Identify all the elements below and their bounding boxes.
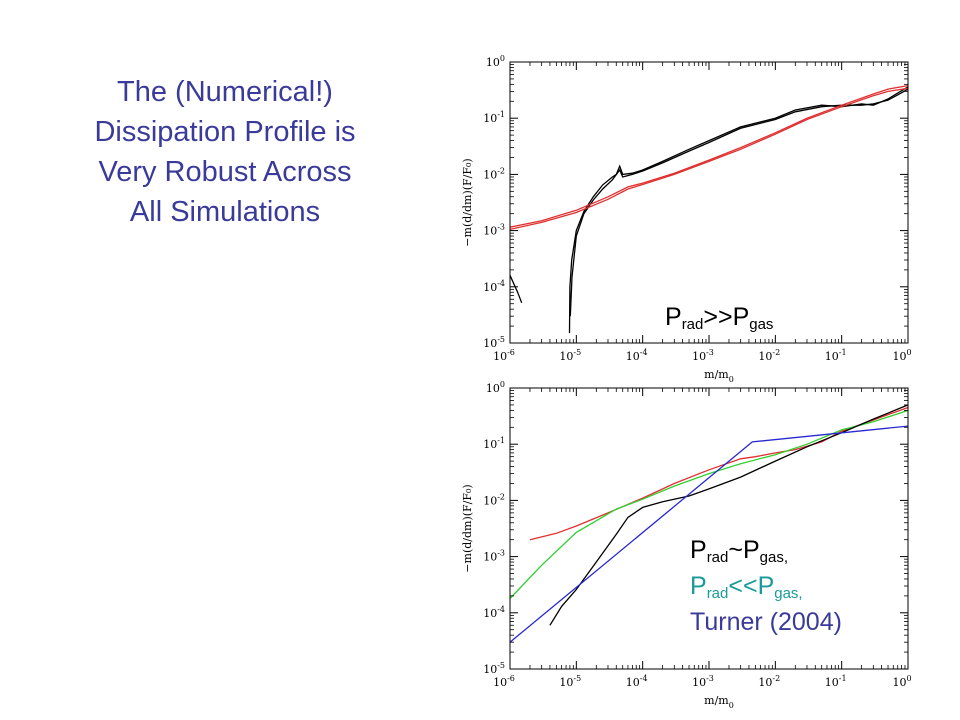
x-tick-label: 10-5 xyxy=(559,348,581,363)
series-line-1 xyxy=(510,274,523,304)
chart-annotation-line: Prad~Pgas, xyxy=(690,536,788,566)
x-tick-label: 10-2 xyxy=(758,348,780,363)
x-tick-label: 10-1 xyxy=(825,348,847,363)
y-tick-label: 10-3 xyxy=(483,549,505,564)
x-tick-label: 10-3 xyxy=(692,674,714,689)
chart-annotation-line: Prad>>Pgas xyxy=(665,303,773,333)
y-tick-label: 10-5 xyxy=(483,335,505,350)
x-tick-label: 10-2 xyxy=(758,674,780,689)
y-axis-label: −m(d/dm)(F/F₀) xyxy=(461,484,474,572)
y-axis-label: −m(d/dm)(F/F₀) xyxy=(461,158,474,246)
chart-panel-2: 10-6 10-5 10-4 10-3 10-2 10-1 10010-510-410-31… xyxy=(461,380,912,710)
y-tick-label: 10-1 xyxy=(483,436,505,451)
series-line-5 xyxy=(510,87,908,231)
y-tick-label: 10-2 xyxy=(483,492,505,507)
x-tick-label: 10-3 xyxy=(692,348,714,363)
y-tick-label: 10-2 xyxy=(483,166,505,181)
series-line-4 xyxy=(510,425,908,643)
series-line-4 xyxy=(510,84,908,228)
y-tick-label: 100 xyxy=(486,380,505,395)
slide-title-line: Dissipation Profile is xyxy=(94,116,356,148)
x-tick-label: 10-6 xyxy=(493,674,515,689)
x-axis-label: m/m0 xyxy=(704,368,734,384)
x-tick-label: 100 xyxy=(892,674,911,689)
x-tick-label: 100 xyxy=(892,348,911,363)
x-tick-label: 10-4 xyxy=(626,674,648,689)
y-tick-label: 10-5 xyxy=(483,661,505,676)
series-line-3 xyxy=(549,404,908,626)
y-tick-label: 10-4 xyxy=(483,279,505,294)
series-line-2 xyxy=(568,86,908,334)
x-tick-label: 10-5 xyxy=(559,674,581,689)
x-tick-label: 10-1 xyxy=(825,674,847,689)
y-tick-label: 10-1 xyxy=(483,110,505,125)
chart-panel-1: 10-6 10-5 10-4 10-3 10-2 10-1 10010-510-410-31… xyxy=(461,54,912,384)
y-tick-label: 10-3 xyxy=(483,223,505,238)
chart-annotation-line: Turner (2004) xyxy=(690,608,842,636)
slide-title-line: All Simulations xyxy=(129,196,321,228)
x-axis-label: m/m0 xyxy=(704,694,734,710)
y-tick-label: 100 xyxy=(486,54,505,69)
series-line-2 xyxy=(510,409,908,599)
series-line-3 xyxy=(569,88,908,317)
chart-annotation-line: Prad<<Pgas, xyxy=(690,572,803,602)
slide-title-line: The (Numerical!) xyxy=(117,76,333,108)
slide-title-line: Very Robust Across xyxy=(98,156,352,188)
y-tick-label: 10-4 xyxy=(483,605,505,620)
x-tick-label: 10-6 xyxy=(493,348,515,363)
x-tick-label: 10-4 xyxy=(626,348,648,363)
slide-title: The (Numerical!) Dissipation Profile is … xyxy=(40,72,410,232)
